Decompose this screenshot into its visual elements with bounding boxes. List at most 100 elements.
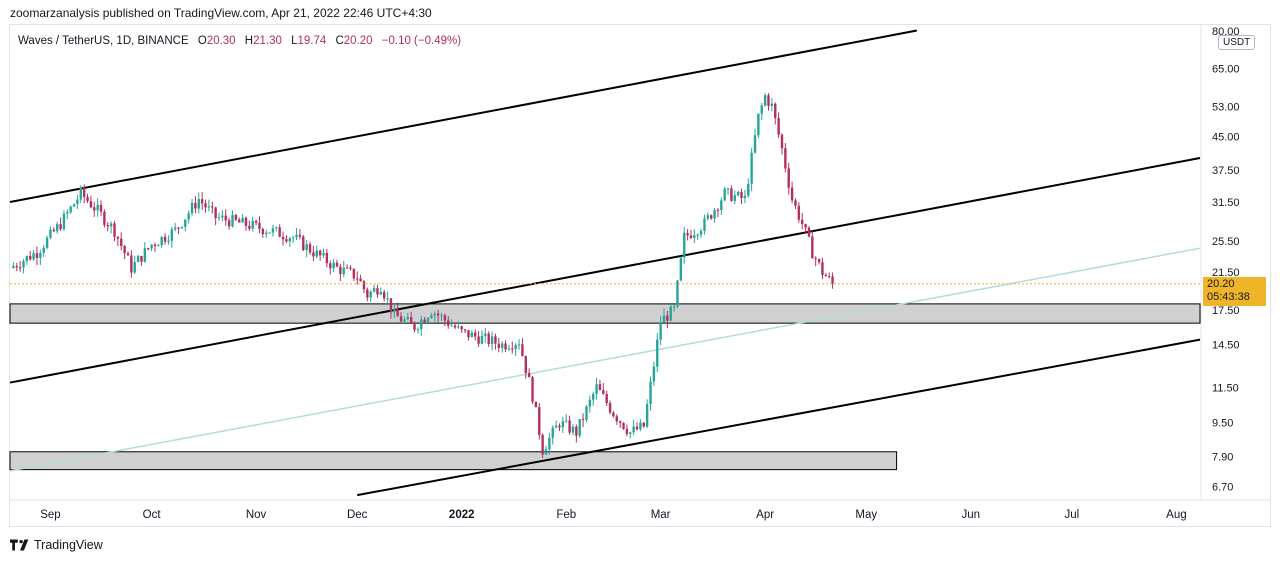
candle-body <box>342 267 345 275</box>
candle-body <box>561 421 565 428</box>
candle-body <box>807 227 811 237</box>
candle-body <box>511 348 514 350</box>
candle-body <box>527 372 531 378</box>
candle-body <box>241 217 244 223</box>
time-tick-label: Jun <box>961 509 980 521</box>
candle-body <box>99 205 103 212</box>
open-label: O <box>197 35 207 47</box>
candle-body <box>649 381 652 405</box>
candle-body <box>153 244 157 246</box>
candle-body <box>770 103 774 106</box>
candle-body <box>372 288 376 292</box>
candle-body <box>699 230 703 235</box>
candle-body <box>399 316 403 322</box>
candle-body <box>706 215 710 219</box>
candle-body <box>683 232 686 258</box>
candle-body <box>642 422 645 427</box>
candle-body <box>39 252 42 258</box>
time-tick-label: Mar <box>651 509 671 521</box>
candle-body <box>173 227 177 230</box>
candle-body <box>403 319 406 322</box>
candle-body <box>534 401 538 408</box>
candle-body <box>224 215 227 221</box>
time-tick-label: Sep <box>40 509 60 521</box>
candle-body <box>268 232 271 234</box>
candle-body <box>291 237 295 239</box>
candle-body <box>426 318 430 323</box>
price-tick-label: 53.00 <box>1212 101 1240 113</box>
candle-body <box>821 262 824 275</box>
candle-body <box>608 403 612 413</box>
candle-body <box>116 236 120 239</box>
candle-body <box>93 207 96 211</box>
candle-body <box>784 148 787 169</box>
low-label: L <box>291 35 298 47</box>
close-value: 20.20 <box>343 35 373 47</box>
candle-body <box>248 225 251 229</box>
price-axis[interactable]: 80.0065.0053.0045.0037.5031.5025.5021.50… <box>1212 26 1240 494</box>
candle-body <box>544 449 548 455</box>
candle-body <box>430 315 433 319</box>
candle-body <box>625 428 629 434</box>
candle-body <box>339 266 342 275</box>
symbol-label[interactable]: Waves / TetherUS, 1D, BINANCE <box>18 35 189 47</box>
candle-body <box>258 222 261 229</box>
candle-body <box>420 319 423 330</box>
candle-body <box>389 298 393 313</box>
candle-body <box>531 377 534 402</box>
candle-body <box>750 152 753 184</box>
candle-body <box>676 280 679 307</box>
candle-body <box>42 247 45 253</box>
candle-body <box>278 227 281 237</box>
time-axis[interactable]: Sep Oct Nov Dec 2022 Feb Mar Apr May Jun Jul Aug <box>40 509 1186 521</box>
candle-body <box>497 343 501 348</box>
candle-body <box>393 309 396 313</box>
candle-body <box>615 416 618 422</box>
candle-body <box>359 278 362 282</box>
candle-body <box>369 291 372 298</box>
candle-body <box>231 215 234 227</box>
footer-brand[interactable]: TradingView <box>10 538 103 552</box>
time-tick-label: Dec <box>347 509 368 521</box>
candle-body <box>318 250 322 256</box>
candle-body <box>379 292 383 295</box>
candle-body <box>35 253 39 258</box>
candle-body <box>126 253 130 256</box>
candle-body <box>227 220 231 227</box>
footer-brand-label: TradingView <box>34 538 103 552</box>
candle-body <box>106 224 109 227</box>
candle-body <box>254 220 258 223</box>
candles <box>12 93 834 459</box>
candle-body <box>281 236 285 240</box>
price-tick-label: 65.00 <box>1212 64 1240 76</box>
candle-body <box>349 267 352 269</box>
candle-body <box>335 262 339 267</box>
candle-body <box>416 329 420 331</box>
candle-body <box>632 426 635 433</box>
candle-body <box>302 236 305 251</box>
candle-body <box>329 263 332 269</box>
candle-body <box>55 224 59 232</box>
candle-body <box>409 317 413 323</box>
candle-body <box>463 329 467 331</box>
candle-body <box>221 215 224 218</box>
candle-body <box>689 235 693 239</box>
bar-countdown: 05:43:38 <box>1207 291 1250 303</box>
candle-body <box>345 267 349 269</box>
candle-body <box>490 336 494 345</box>
time-tick-label: Oct <box>143 509 162 521</box>
change-value: −0.10 (−0.49%) <box>381 35 462 47</box>
candle-body <box>618 421 622 423</box>
candle-body <box>693 235 696 239</box>
candle-body <box>120 238 123 246</box>
candle-body <box>362 281 366 290</box>
candle-body <box>709 215 713 219</box>
candle-body <box>366 289 369 298</box>
last-price-tag: 20.20 05:43:38 <box>1203 277 1266 306</box>
currency-button[interactable]: USDT <box>1218 35 1256 50</box>
candle-body <box>238 219 241 223</box>
candle-body <box>396 309 399 317</box>
candle-body <box>474 332 477 337</box>
candle-body <box>578 419 581 436</box>
